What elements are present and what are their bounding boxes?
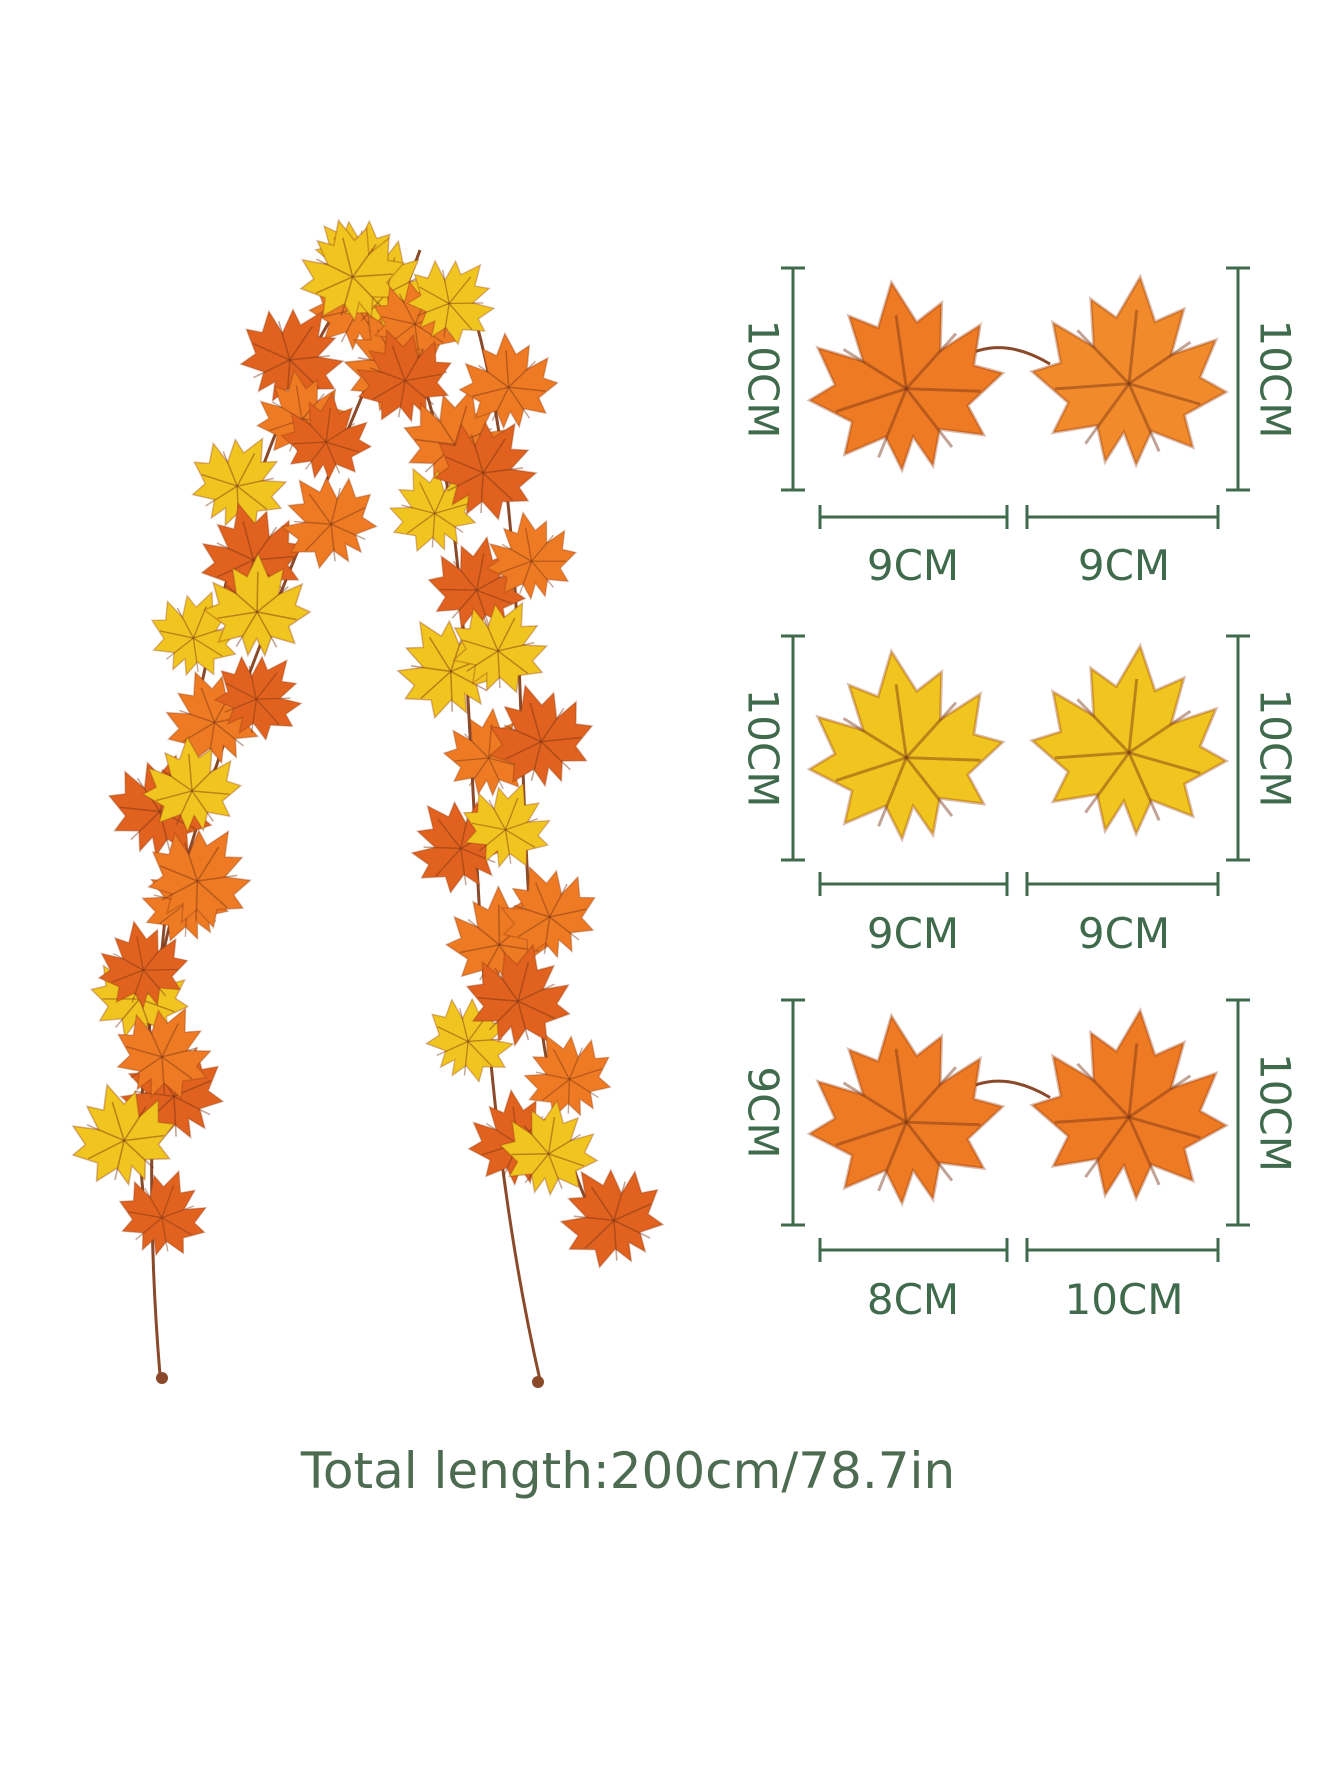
width-label-right: 10CM (1064, 1275, 1183, 1324)
maple-leaf-icon (455, 329, 562, 432)
maple-leaf-icon (137, 732, 246, 836)
maple-leaf-icon (1022, 634, 1239, 844)
height-label-left: 10CM (739, 688, 788, 807)
maple-leaf-icon (89, 912, 196, 1016)
maple-leaf-icon (473, 670, 605, 799)
maple-leaf-icon (197, 631, 323, 757)
width-label-left: 9CM (867, 541, 959, 590)
maple-leaf-icon (536, 1141, 684, 1287)
maple-leaf-icon (477, 504, 583, 607)
maple-leaf-garland-image (55, 196, 684, 1388)
maple-leaf-icon (793, 1000, 1016, 1217)
width-label-right: 9CM (1078, 541, 1170, 590)
stem-end (532, 1376, 544, 1388)
maple-leaf-icon (99, 986, 231, 1116)
maple-leaf-icon (1022, 998, 1239, 1209)
maple-leaf-icon (420, 527, 536, 640)
maple-leaf-icon (793, 267, 1016, 483)
maple-leaf-icon (793, 636, 1016, 852)
maple-leaf-icon (148, 653, 276, 779)
maple-leaf-icon (371, 448, 493, 567)
height-label-right: 10CM (1251, 688, 1300, 807)
maple-leaf-icon (483, 847, 611, 974)
maple-leaf-icon (1022, 265, 1239, 475)
width-label-left: 8CM (867, 1275, 959, 1324)
width-label-left: 9CM (867, 909, 959, 958)
width-label-right: 9CM (1078, 909, 1170, 958)
maple-leaf-icon (454, 930, 586, 1058)
height-label-left: 10CM (739, 319, 788, 438)
maple-leaf-icon (106, 1155, 222, 1269)
maple-leaf-icon (339, 312, 466, 436)
maple-leaf-icon (493, 1092, 607, 1202)
maple-leaf-icon (55, 1068, 189, 1199)
maple-leaf-icon (286, 206, 416, 333)
maple-leaf-icon (276, 386, 378, 485)
height-label-left: 9CM (739, 1066, 788, 1158)
maple-leaf-icon (505, 1013, 628, 1134)
maple-leaf-icon (390, 236, 516, 362)
stem-end (156, 1372, 168, 1384)
height-label-right: 10CM (1251, 319, 1300, 438)
height-label-right: 10CM (1251, 1053, 1300, 1172)
maple-leaf-icon (435, 579, 567, 710)
leaf-size-diagram: 10CM 10CM 9CM 9CM 10CM 10CM 9CM 9CM 9CM 10CM 8CM 10… (739, 265, 1300, 1324)
maple-leaf-icon (137, 574, 255, 690)
maple-leaf-icon (202, 551, 312, 658)
maple-leaf-icon (128, 802, 275, 947)
maple-leaf-icon (414, 394, 561, 539)
maple-leaf-icon (388, 775, 525, 912)
maple-leaf-icon (259, 451, 396, 587)
maple-leaf-icon (449, 766, 566, 882)
total-length-label: Total length:200cm/78.7in (300, 1442, 956, 1500)
